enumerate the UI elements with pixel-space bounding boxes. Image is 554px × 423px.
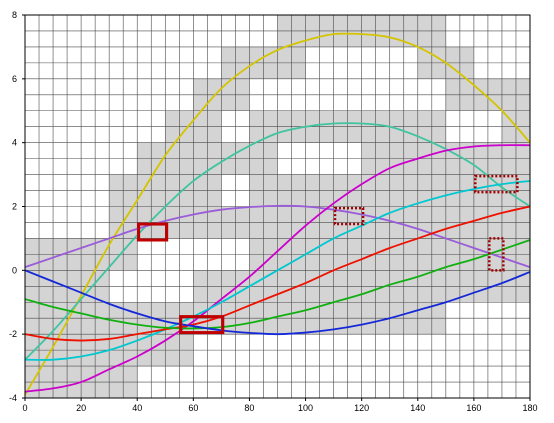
x-tick-label: 120 bbox=[354, 403, 369, 413]
y-tick-label: 6 bbox=[12, 74, 17, 84]
highlight-box-dotted bbox=[333, 206, 365, 226]
y-tick-label: 8 bbox=[12, 10, 17, 20]
x-tick-label: 80 bbox=[244, 403, 254, 413]
x-tick-label: 160 bbox=[466, 403, 481, 413]
y-tick-label: -4 bbox=[9, 393, 17, 403]
series-line-4 bbox=[24, 144, 531, 393]
highlight-box-solid bbox=[137, 222, 169, 242]
series-lines bbox=[24, 32, 531, 396]
y-tick-label: 0 bbox=[12, 265, 17, 275]
x-tick-label: 0 bbox=[22, 403, 27, 413]
highlight-boxes bbox=[137, 174, 519, 335]
series-line-7 bbox=[24, 239, 531, 330]
highlight-box-solid bbox=[179, 315, 225, 335]
y-tick-label: -2 bbox=[9, 329, 17, 339]
y-tick-label: 2 bbox=[12, 202, 17, 212]
x-tick-label: 100 bbox=[298, 403, 313, 413]
highlight-box-dotted bbox=[474, 174, 519, 194]
series-line-2 bbox=[24, 122, 531, 361]
series-line-3 bbox=[24, 204, 531, 268]
x-tick-label: 20 bbox=[76, 403, 86, 413]
series-line-1 bbox=[24, 32, 531, 396]
highlight-box-dotted bbox=[488, 237, 505, 272]
series-line-8 bbox=[24, 269, 531, 336]
y-axis-ticks: -4 -2 0 2 4 6 8 bbox=[9, 10, 25, 403]
series-line-5 bbox=[24, 180, 531, 361]
y-tick-label: 4 bbox=[12, 138, 17, 148]
x-tick-label: 60 bbox=[188, 403, 198, 413]
x-tick-label: 140 bbox=[410, 403, 425, 413]
x-tick-label: 180 bbox=[522, 403, 537, 413]
series-line-6 bbox=[24, 205, 531, 342]
x-axis-ticks: 0 20 40 60 80 100 120 140 160 180 bbox=[22, 398, 538, 413]
x-tick-label: 40 bbox=[132, 403, 142, 413]
